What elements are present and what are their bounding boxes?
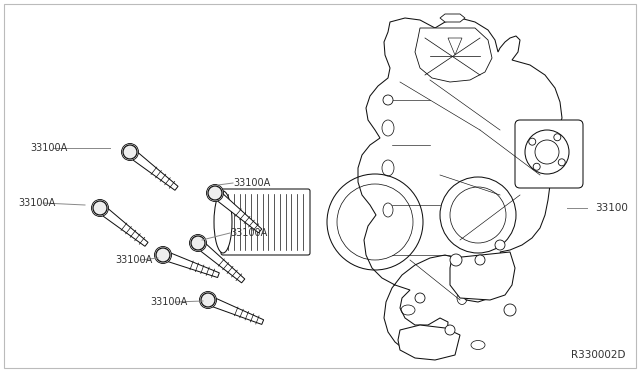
Circle shape: [504, 304, 516, 316]
Polygon shape: [358, 18, 582, 354]
Circle shape: [383, 95, 393, 105]
Circle shape: [529, 138, 536, 145]
Text: 33100A: 33100A: [233, 178, 270, 188]
Polygon shape: [450, 252, 515, 300]
Circle shape: [93, 201, 107, 215]
Polygon shape: [132, 153, 178, 190]
Circle shape: [189, 234, 207, 251]
Text: 33100: 33100: [595, 203, 628, 213]
Circle shape: [558, 159, 565, 166]
Text: 33100A: 33100A: [115, 255, 152, 265]
Circle shape: [208, 186, 222, 200]
Circle shape: [533, 163, 540, 170]
Text: 33100A: 33100A: [230, 228, 268, 238]
Polygon shape: [168, 253, 220, 278]
Circle shape: [554, 134, 561, 141]
Polygon shape: [213, 298, 264, 324]
Text: R330002D: R330002D: [572, 350, 626, 360]
Polygon shape: [448, 38, 462, 55]
Polygon shape: [398, 325, 460, 360]
Polygon shape: [218, 194, 262, 233]
Circle shape: [122, 144, 138, 160]
Polygon shape: [415, 28, 492, 82]
Circle shape: [415, 293, 425, 303]
Ellipse shape: [214, 191, 232, 253]
Circle shape: [450, 254, 462, 266]
Text: 33100A: 33100A: [18, 198, 55, 208]
Circle shape: [92, 199, 109, 217]
FancyBboxPatch shape: [221, 189, 310, 255]
Circle shape: [200, 292, 216, 308]
Text: 33100A: 33100A: [150, 297, 188, 307]
Text: 33100A: 33100A: [30, 143, 67, 153]
Circle shape: [201, 293, 215, 307]
Circle shape: [475, 255, 485, 265]
FancyBboxPatch shape: [515, 120, 583, 188]
Circle shape: [156, 248, 170, 262]
Circle shape: [154, 247, 172, 263]
Circle shape: [207, 185, 223, 202]
Polygon shape: [200, 244, 245, 283]
Circle shape: [123, 145, 137, 159]
Polygon shape: [103, 209, 148, 246]
Circle shape: [495, 240, 505, 250]
Circle shape: [445, 325, 455, 335]
Polygon shape: [440, 14, 465, 22]
Circle shape: [191, 236, 205, 250]
